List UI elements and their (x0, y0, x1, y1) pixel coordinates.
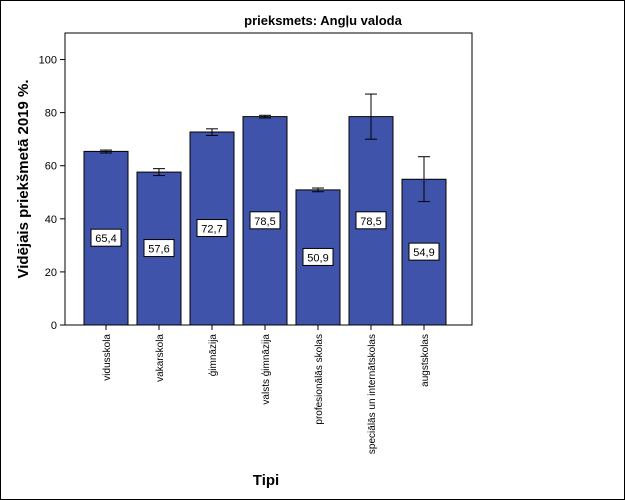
data-label: 54,9 (408, 242, 440, 261)
y-tick-label: 60 (45, 161, 57, 173)
x-tick-label: valsts ģimnāzija (259, 334, 272, 405)
data-label: 57,6 (143, 239, 175, 258)
data-label-box (302, 247, 334, 266)
y-tick-label: 20 (45, 267, 57, 279)
data-label: 72,7 (196, 219, 228, 238)
data-label: 78,5 (355, 211, 387, 230)
error-bar (259, 114, 271, 119)
data-label-box (355, 211, 387, 230)
data-label-box (90, 228, 122, 247)
data-label-text: 78,5 (254, 216, 275, 228)
x-tick-label: vidusskola (102, 334, 113, 381)
chart-title: prieksmets: Angļu valoda (244, 13, 402, 28)
x-axis-label: Tipi (253, 472, 279, 489)
error-bar (418, 156, 430, 203)
x-tick-label: ģimnāzija (206, 334, 219, 377)
data-label-box (196, 219, 228, 238)
data-label-box (143, 239, 175, 258)
y-axis: 0 20 40 60 80 100 (39, 55, 65, 332)
error-bar (206, 128, 218, 136)
data-label-text: 72,7 (201, 224, 222, 236)
data-label-text: 50,9 (307, 252, 328, 264)
data-label-text: 54,9 (413, 247, 434, 259)
data-label: 78,5 (249, 211, 281, 230)
error-bars-group (100, 93, 430, 203)
y-tick-label: 100 (39, 55, 57, 67)
x-tick-label: augstskolas (420, 334, 431, 387)
data-label-box (249, 211, 281, 230)
error-bar (312, 187, 324, 193)
data-label-text: 65,4 (95, 233, 116, 245)
x-tick-label: profesionālās skolas (314, 334, 325, 425)
x-axis: vidusskola vakarskola ģimnāzija valsts ģimn… (102, 325, 431, 454)
error-bar (153, 168, 165, 177)
data-label-box (408, 242, 440, 261)
y-tick-label: 80 (45, 108, 57, 120)
x-tick-label: vakarskola (155, 334, 166, 382)
x-tick-label: speciālās un internātskolas (367, 334, 378, 454)
data-label-text: 57,6 (148, 244, 169, 256)
y-axis-label: Vidējais priekšmetā 2019 %. (15, 79, 32, 278)
data-label: 50,9 (302, 247, 334, 266)
data-label: 65,4 (90, 228, 122, 247)
data-labels-group: 65,4 57,6 72,7 78,5 50,9 78,5 54,9 (90, 211, 440, 266)
data-label-text: 78,5 (360, 216, 381, 228)
y-tick-label: 0 (51, 320, 57, 332)
error-bar (100, 149, 112, 154)
error-bar (365, 93, 377, 140)
y-tick-label: 40 (45, 214, 57, 226)
